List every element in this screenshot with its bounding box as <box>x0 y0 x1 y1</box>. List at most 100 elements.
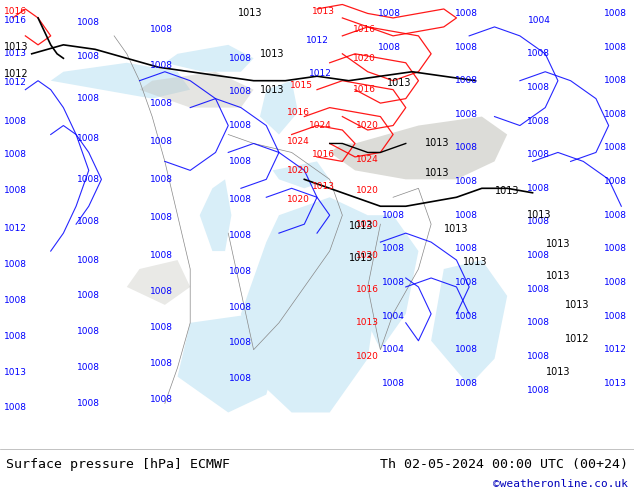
Text: 1008: 1008 <box>77 175 100 184</box>
Text: 1016: 1016 <box>287 108 309 117</box>
Text: 1013: 1013 <box>238 8 262 19</box>
Text: 1013: 1013 <box>444 223 469 234</box>
Text: 1013: 1013 <box>349 253 373 263</box>
Text: 1008: 1008 <box>527 318 550 327</box>
Text: 1008: 1008 <box>230 54 252 63</box>
Text: 1013: 1013 <box>356 318 379 327</box>
Text: 1012: 1012 <box>4 78 27 87</box>
Text: 1013: 1013 <box>546 239 570 249</box>
Text: 1008: 1008 <box>455 345 477 354</box>
Text: 1016: 1016 <box>353 24 376 34</box>
Text: 1008: 1008 <box>382 211 404 220</box>
Text: 1008: 1008 <box>150 359 173 368</box>
Text: 1008: 1008 <box>455 76 477 85</box>
Text: 1012: 1012 <box>4 69 28 79</box>
Text: 1008: 1008 <box>527 386 550 394</box>
Text: 1008: 1008 <box>77 363 100 372</box>
Text: 1008: 1008 <box>455 211 477 220</box>
Text: 1013: 1013 <box>527 210 551 220</box>
Text: 1016: 1016 <box>353 85 376 94</box>
Text: 1016: 1016 <box>312 150 335 159</box>
Polygon shape <box>51 63 190 98</box>
Polygon shape <box>355 215 418 350</box>
Text: 1013: 1013 <box>546 271 570 281</box>
Polygon shape <box>165 45 254 72</box>
Text: 1008: 1008 <box>455 144 477 152</box>
Text: 1004: 1004 <box>382 312 404 320</box>
Polygon shape <box>241 197 380 413</box>
Text: 1008: 1008 <box>77 94 100 103</box>
Text: 1004: 1004 <box>382 345 404 354</box>
Text: 1013: 1013 <box>4 368 27 377</box>
Text: 1008: 1008 <box>455 379 477 388</box>
Text: 1015: 1015 <box>290 81 313 90</box>
Text: 1008: 1008 <box>455 278 477 287</box>
Text: 1008: 1008 <box>77 399 100 408</box>
Polygon shape <box>178 314 279 413</box>
Text: 1008: 1008 <box>455 9 477 18</box>
Text: 1008: 1008 <box>455 43 477 51</box>
Text: 1008: 1008 <box>230 267 252 276</box>
Text: 1008: 1008 <box>77 51 100 61</box>
Text: 1013: 1013 <box>349 221 373 231</box>
Text: 1004: 1004 <box>527 16 550 24</box>
Text: 1013: 1013 <box>387 78 411 88</box>
Text: 1016: 1016 <box>356 285 379 294</box>
Text: 1020: 1020 <box>287 166 309 175</box>
Text: 1008: 1008 <box>604 177 626 186</box>
Text: 1008: 1008 <box>527 117 550 125</box>
Polygon shape <box>330 117 507 179</box>
Text: 1020: 1020 <box>356 352 379 361</box>
Text: 1008: 1008 <box>604 278 626 287</box>
Text: 1013: 1013 <box>312 7 335 16</box>
Text: 1008: 1008 <box>455 110 477 119</box>
Text: 1008: 1008 <box>77 134 100 144</box>
Text: 1008: 1008 <box>604 245 626 253</box>
Text: 1020: 1020 <box>353 54 376 63</box>
Text: 1013: 1013 <box>495 186 519 196</box>
Text: 1008: 1008 <box>604 144 626 152</box>
Text: 1008: 1008 <box>230 303 252 312</box>
Text: 1008: 1008 <box>230 157 252 166</box>
Text: 1020: 1020 <box>356 220 379 229</box>
Text: 1020: 1020 <box>287 195 309 204</box>
Polygon shape <box>139 72 254 108</box>
Text: 1008: 1008 <box>455 312 477 320</box>
Text: 1008: 1008 <box>150 175 173 184</box>
Text: 1024: 1024 <box>309 121 332 130</box>
Text: 1012: 1012 <box>309 70 332 78</box>
Text: 1008: 1008 <box>77 327 100 336</box>
Text: 1008: 1008 <box>230 374 252 383</box>
Text: 1008: 1008 <box>382 245 404 253</box>
Text: 1013: 1013 <box>4 49 27 58</box>
Text: 1008: 1008 <box>527 184 550 193</box>
Text: 1008: 1008 <box>604 211 626 220</box>
Text: 1008: 1008 <box>150 213 173 222</box>
Text: 1013: 1013 <box>463 257 488 267</box>
Text: 1008: 1008 <box>604 9 626 18</box>
Text: 1008: 1008 <box>230 339 252 347</box>
Text: 1008: 1008 <box>150 394 173 404</box>
Text: 1008: 1008 <box>150 251 173 260</box>
Text: 1008: 1008 <box>4 260 27 269</box>
Text: ©weatheronline.co.uk: ©weatheronline.co.uk <box>493 479 628 489</box>
Text: 1016: 1016 <box>4 7 27 16</box>
Text: 1008: 1008 <box>455 177 477 186</box>
Text: 1013: 1013 <box>261 49 285 59</box>
Text: Th 02-05-2024 00:00 UTC (00+24): Th 02-05-2024 00:00 UTC (00+24) <box>380 458 628 471</box>
Text: 1008: 1008 <box>150 287 173 296</box>
Text: 1008: 1008 <box>604 76 626 85</box>
Text: 1008: 1008 <box>230 121 252 130</box>
Polygon shape <box>127 260 190 305</box>
Text: 1016: 1016 <box>4 16 27 24</box>
Text: 1013: 1013 <box>312 182 335 191</box>
Text: 1012: 1012 <box>604 345 626 354</box>
Text: 1020: 1020 <box>356 186 379 195</box>
Text: 1012: 1012 <box>4 224 27 233</box>
Text: 1008: 1008 <box>4 296 27 305</box>
Text: 1008: 1008 <box>4 403 27 413</box>
Text: 1008: 1008 <box>527 150 550 159</box>
Text: 1013: 1013 <box>425 139 450 148</box>
Text: 1008: 1008 <box>604 110 626 119</box>
Text: 1024: 1024 <box>356 155 379 164</box>
